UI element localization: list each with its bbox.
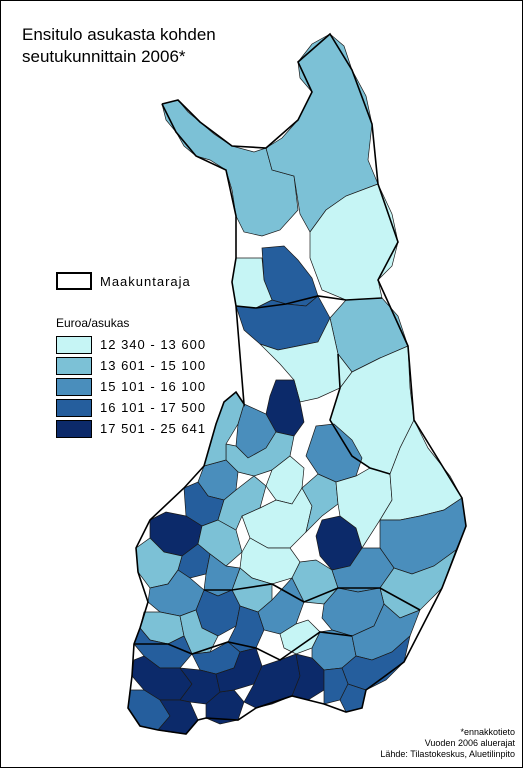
region-pori	[147, 569, 205, 617]
region-aanekoski	[301, 473, 339, 534]
province-border-label: Maakuntaraja	[100, 273, 191, 289]
title-line-1: Ensitulo asukasta kohden	[22, 25, 216, 44]
province-border-kainuu	[329, 353, 391, 475]
province-border-south	[204, 583, 421, 611]
legend-swatch	[56, 419, 92, 438]
note-preliminary: *ennakkotieto	[460, 727, 515, 737]
note-source: Lähde: Tilastokeskus, Aluetilinpito	[380, 749, 515, 759]
legend-item: 15 101 - 16 100	[56, 376, 206, 397]
source-notes: *ennakkotieto Vuoden 2006 aluerajat Lähd…	[380, 727, 515, 760]
note-boundaries: Vuoden 2006 aluerajat	[424, 738, 515, 748]
legend-province-border: Maakuntaraja	[56, 272, 191, 290]
legend-swatch	[56, 398, 92, 417]
legend-swatch	[56, 335, 92, 354]
province-border-outline	[127, 32, 467, 735]
legend-swatch	[56, 377, 92, 396]
legend-item: 13 601 - 15 100	[56, 355, 206, 376]
legend-heading: Euroa/asukas	[56, 316, 130, 330]
province-border-southwest	[134, 631, 353, 661]
legend-label: 15 101 - 16 100	[100, 379, 207, 394]
region-pohjois-lappi	[265, 33, 379, 233]
legend-item: 17 501 - 25 641	[56, 418, 206, 439]
province-border-swatch	[56, 272, 92, 290]
region-ylakarjala	[257, 577, 305, 635]
province-border-lapland	[235, 295, 383, 309]
title-line-2: seutukunnittain 2006*	[22, 47, 186, 66]
legend-label: 13 601 - 15 100	[100, 358, 207, 373]
region-porvoo	[291, 653, 325, 701]
legend-label: 12 340 - 13 600	[100, 337, 207, 352]
legend-label: 17 501 - 25 641	[100, 421, 207, 436]
region-tunturi-lappi	[161, 99, 299, 237]
legend-classes: Euroa/asukas 12 340 - 13 600 13 601 - 15…	[56, 316, 206, 439]
legend-item: 16 101 - 17 500	[56, 397, 206, 418]
legend-swatch	[56, 356, 92, 375]
region-vakka-suomi	[133, 627, 193, 669]
map-title: Ensitulo asukasta kohden seutukunnittain…	[22, 24, 282, 68]
legend-item: 12 340 - 13 600	[56, 334, 206, 355]
legend-label: 16 101 - 17 500	[100, 400, 207, 415]
